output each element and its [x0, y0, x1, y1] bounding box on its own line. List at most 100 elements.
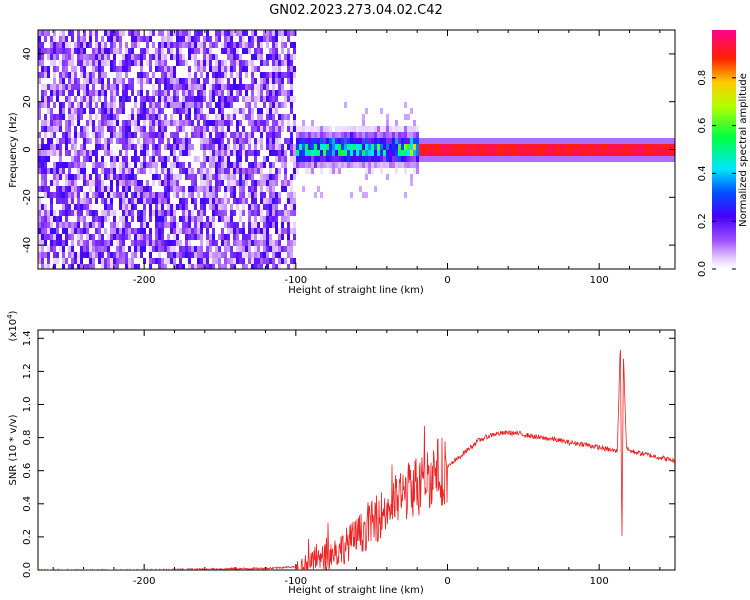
heat-cell [350, 126, 353, 132]
heat-cell [122, 228, 125, 234]
heat-cell [329, 168, 332, 174]
heat-cell [584, 156, 587, 162]
heat-cell [197, 258, 200, 264]
heat-cell [137, 114, 140, 120]
heat-cell [548, 138, 551, 144]
heat-cell [275, 246, 278, 252]
heat-cell [281, 258, 284, 264]
heat-cell [212, 192, 215, 198]
heat-cell [269, 132, 272, 138]
heat-cell [350, 138, 353, 144]
heat-cell [53, 150, 56, 156]
heat-cell [638, 156, 641, 162]
heat-cell [650, 138, 653, 144]
heat-cell [71, 156, 74, 162]
heat-cell [590, 138, 593, 144]
heat-cell [191, 126, 194, 132]
heat-cell [341, 144, 344, 150]
heat-cell [239, 132, 242, 138]
heat-cell [230, 66, 233, 72]
heat-cell [212, 72, 215, 78]
heat-cell [206, 252, 209, 258]
heat-cell [230, 162, 233, 168]
heat-cell [155, 228, 158, 234]
heat-cell [338, 138, 341, 144]
heat-cell [260, 138, 263, 144]
heat-cell [89, 252, 92, 258]
heat-cell [257, 114, 260, 120]
heat-cell [185, 228, 188, 234]
heat-cell [176, 144, 179, 150]
heat-cell [188, 30, 191, 36]
heat-cell [209, 84, 212, 90]
heat-cell [335, 144, 338, 150]
heat-cell [395, 138, 398, 144]
heat-cell [77, 78, 80, 84]
heat-cell [584, 150, 587, 156]
heat-cell [284, 60, 287, 66]
heat-cell [200, 234, 203, 240]
heat-cell [260, 186, 263, 192]
heat-cell [362, 126, 365, 132]
heat-cell [137, 186, 140, 192]
heat-cell [56, 228, 59, 234]
heat-cell [59, 126, 62, 132]
heat-cell [209, 138, 212, 144]
heat-cell [578, 144, 581, 150]
heat-cell [191, 264, 194, 269]
heat-cell [161, 72, 164, 78]
heat-cell [68, 54, 71, 60]
heat-cell [101, 264, 104, 269]
heat-cell [164, 36, 167, 42]
heat-cell [215, 210, 218, 216]
heat-cell [272, 120, 275, 126]
heat-cell [131, 60, 134, 66]
heat-cell [119, 228, 122, 234]
heat-cell [290, 42, 293, 48]
heat-cell [599, 150, 602, 156]
heat-cell [161, 240, 164, 246]
heat-cell [158, 240, 161, 246]
heat-cell [224, 48, 227, 54]
heat-cell [623, 144, 626, 150]
heat-cell [278, 72, 281, 78]
heat-cell [284, 228, 287, 234]
heat-cell [206, 138, 209, 144]
heat-cell [650, 144, 653, 150]
heat-cell [203, 252, 206, 258]
heat-cell [272, 48, 275, 54]
heat-cell [260, 144, 263, 150]
heat-cell [95, 162, 98, 168]
heat-cell [47, 144, 50, 150]
heat-cell [155, 78, 158, 84]
heat-cell [275, 90, 278, 96]
heat-cell [161, 54, 164, 60]
heat-cell [281, 162, 284, 168]
heat-cell [176, 90, 179, 96]
heat-cell [59, 198, 62, 204]
heat-cell [68, 162, 71, 168]
heat-cell [269, 96, 272, 102]
heat-cell [203, 60, 206, 66]
heat-cell [248, 42, 251, 48]
heat-cell [158, 54, 161, 60]
heat-cell [131, 258, 134, 264]
heat-cell [155, 120, 158, 126]
heat-cell [83, 90, 86, 96]
heat-cell [182, 30, 185, 36]
heat-cell [149, 216, 152, 222]
heat-cell [203, 42, 206, 48]
heat-cell [173, 72, 176, 78]
heat-cell [284, 138, 287, 144]
heat-cell [257, 96, 260, 102]
heat-cell [134, 264, 137, 269]
heat-cell [128, 78, 131, 84]
heat-cell [269, 36, 272, 42]
heat-cell [74, 42, 77, 48]
heat-cell [242, 186, 245, 192]
heat-cell [143, 150, 146, 156]
heat-cell [260, 42, 263, 48]
heat-cell [479, 144, 482, 150]
heat-cell [134, 252, 137, 258]
heat-cell [419, 138, 422, 144]
